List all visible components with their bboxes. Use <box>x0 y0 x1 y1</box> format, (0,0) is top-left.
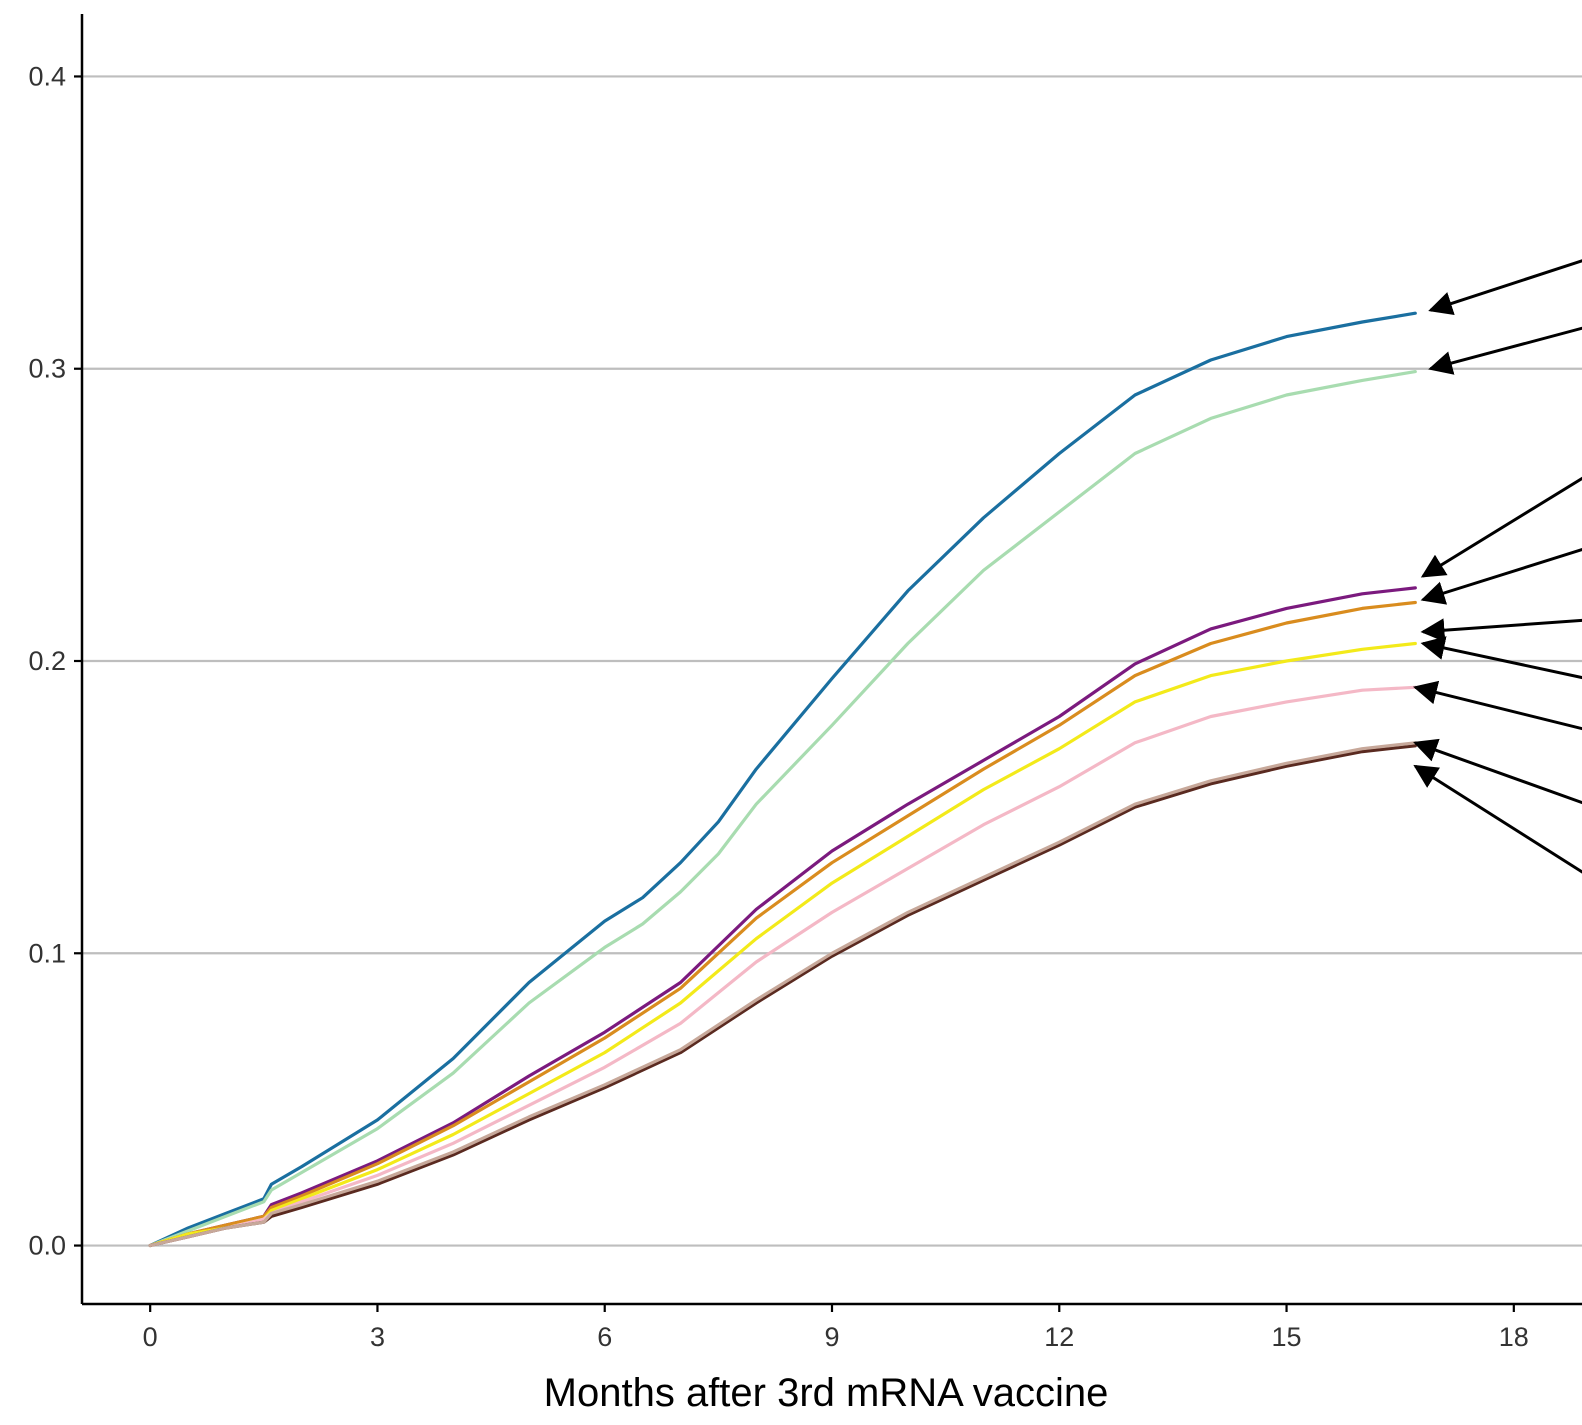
y-tick-label-4: 0.4 <box>28 61 66 91</box>
axes <box>74 14 1582 1312</box>
x-axis-title: Months after 3rd mRNA vaccine <box>544 1371 1109 1415</box>
series-line-4 <box>148 600 1417 1248</box>
x-tick-label-2: 6 <box>597 1322 612 1352</box>
x-tick-label-1: 3 <box>370 1322 385 1352</box>
x-tick-label-4: 12 <box>1044 1322 1074 1352</box>
series-line-1 <box>148 311 1417 1248</box>
y-tick-label-3: 0.3 <box>28 354 66 384</box>
x-tick-label-5: 15 <box>1272 1322 1302 1352</box>
annotation-arrow-6 <box>1420 636 1582 680</box>
annotation-arrows <box>1413 259 1582 874</box>
x-tick-label-0: 0 <box>143 1322 158 1352</box>
annotation-arrow-8 <box>1413 738 1582 805</box>
y-tick-label-1: 0.1 <box>28 938 66 968</box>
series-line-3 <box>148 586 1417 1248</box>
grid-lines <box>82 75 1582 1247</box>
annotation-arrow-7 <box>1413 680 1582 731</box>
annotation-arrow-3 <box>1420 476 1582 578</box>
tick-labels: 0.0 0.1 0.2 0.3 0.4 0 3 6 9 12 15 18 <box>28 61 1528 1352</box>
series-line-2 <box>148 370 1417 1248</box>
series-line-8 <box>148 741 1417 1248</box>
annotation-arrow-5 <box>1420 618 1582 643</box>
series-line-7 <box>148 744 1417 1248</box>
annotation-arrow-1 <box>1428 259 1582 315</box>
x-tick-label-3: 9 <box>824 1322 839 1352</box>
annotation-arrow-2 <box>1428 326 1582 375</box>
annotation-arrow-4 <box>1420 548 1582 605</box>
y-tick-label-0: 0.0 <box>28 1231 66 1261</box>
series-line-6 <box>148 685 1417 1248</box>
x-tick-label-6: 18 <box>1499 1322 1529 1352</box>
series-lines <box>148 311 1417 1248</box>
y-tick-label-2: 0.2 <box>28 646 66 676</box>
annotation-arrow-9 <box>1413 764 1582 874</box>
